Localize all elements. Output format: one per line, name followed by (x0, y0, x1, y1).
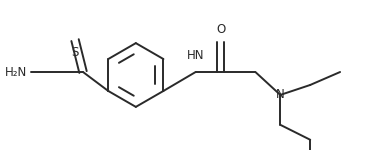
Text: N: N (276, 88, 285, 101)
Text: H₂N: H₂N (5, 66, 27, 78)
Text: O: O (216, 23, 225, 36)
Text: S: S (71, 46, 79, 59)
Text: HN: HN (187, 49, 204, 62)
